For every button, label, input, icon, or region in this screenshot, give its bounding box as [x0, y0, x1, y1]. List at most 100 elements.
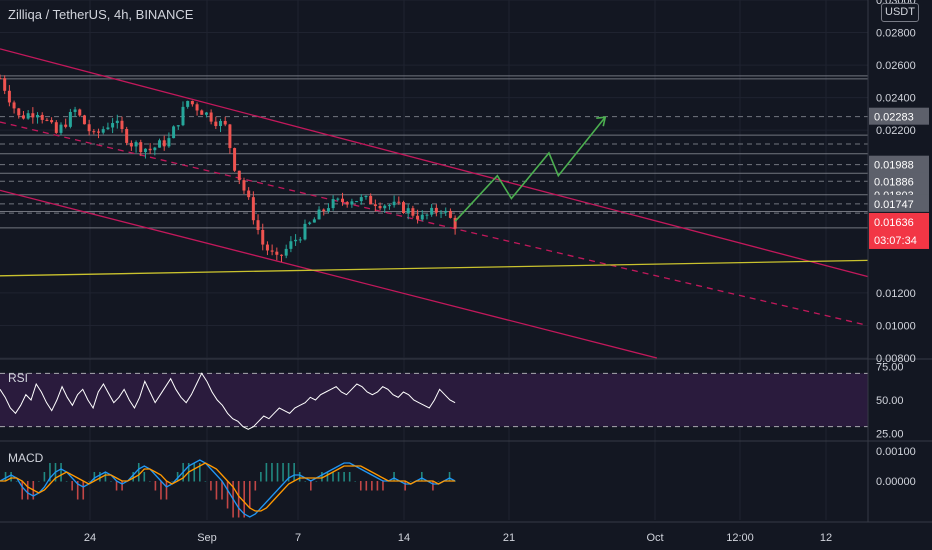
macd-histogram-bar [176, 472, 179, 482]
macd-label[interactable]: MACD [8, 451, 44, 465]
symbol-title[interactable]: Zilliqa / TetherUS, 4h, BINANCE [8, 7, 194, 22]
macd-histogram-bar [365, 481, 368, 491]
time-tick-label: 14 [398, 532, 410, 544]
price-axis[interactable]: 0.030000.028000.026000.024000.022000.012… [869, 0, 929, 488]
candle-body [204, 112, 208, 115]
price-level-tag [869, 172, 929, 190]
macd-histogram-bar [343, 472, 345, 482]
macd-histogram-bar [10, 472, 12, 482]
candle-body [214, 121, 218, 127]
candle-body [26, 113, 30, 119]
macd-histogram-bar [93, 472, 96, 482]
macd-histogram-bar [221, 481, 223, 500]
macd-histogram-bar [326, 472, 329, 482]
currency-button[interactable]: USDT [881, 3, 919, 22]
grid [0, 0, 868, 520]
price-level-tag [869, 155, 929, 173]
candle-body [101, 129, 105, 133]
candle-body [195, 104, 199, 111]
time-axis[interactable]: 24 Sep 7 14 21 Oct 12:00 12 [84, 532, 832, 544]
macd-histogram-bar [110, 481, 112, 482]
macd-histogram-bar [409, 481, 412, 482]
macd-histogram-bar [199, 463, 201, 482]
price-tick-label: 0.00800 [876, 353, 916, 365]
macd-histogram-bar [243, 481, 246, 518]
candle-body [312, 219, 316, 223]
macd-histogram-bar [437, 481, 440, 482]
macd-histogram-bar [354, 481, 357, 482]
macd-histogram-bar [265, 463, 268, 482]
candle-body [153, 147, 157, 151]
candle-body [406, 208, 410, 214]
macd-histogram-bar [88, 481, 90, 482]
candle-body [36, 114, 40, 118]
macd-histogram-bar [132, 472, 135, 482]
candle-body [176, 125, 180, 127]
candle-body [3, 78, 7, 91]
candle-body [50, 120, 54, 123]
candle-body [120, 120, 124, 129]
macd-histogram-bar [26, 481, 29, 500]
time-tick-label: 24 [84, 532, 96, 544]
candle-body [364, 195, 368, 198]
candle-body [261, 230, 265, 245]
macd-histogram-bar [115, 481, 118, 491]
price-tick-label: 0.01200 [876, 288, 916, 300]
candle-body [336, 198, 340, 200]
candle-body [64, 124, 68, 127]
current-price-label: 0.01636 [874, 217, 914, 229]
price-level-tag-label: 0.01747 [874, 199, 914, 211]
candle-body [209, 112, 213, 122]
candle-body [12, 102, 16, 109]
candle-body [275, 251, 279, 255]
macd-histogram-bar [15, 481, 18, 482]
candle-body [87, 124, 91, 132]
candle-body [383, 205, 387, 209]
time-tick-label: 12 [820, 532, 832, 544]
price-tick-label: 0.01000 [876, 320, 916, 332]
candle-body [172, 126, 176, 139]
candle-body [303, 223, 307, 240]
macd-histogram-bar [226, 481, 229, 509]
candle-body [7, 90, 11, 103]
candle-body [256, 220, 260, 231]
macd-histogram-bar [210, 481, 212, 491]
candle-body [17, 108, 21, 116]
candle-body [82, 115, 86, 125]
price-level-tag-label: 0.02283 [874, 112, 914, 124]
candle-body [341, 198, 345, 203]
candle-body [434, 207, 438, 213]
macd-line [0, 459, 456, 518]
candle-body [73, 109, 77, 112]
pane-separators[interactable] [0, 0, 932, 523]
macd-histogram-bar [49, 463, 51, 482]
candle-body [186, 100, 190, 107]
candle-body [31, 113, 35, 118]
price-tick-label: 0.02200 [876, 125, 916, 137]
macd-histogram-bar [21, 481, 24, 500]
candle-body [425, 214, 429, 216]
candle-body [345, 202, 349, 205]
candle-body [139, 142, 143, 153]
candle-body [444, 210, 448, 213]
candles [0, 74, 457, 262]
time-tick-label: 21 [503, 532, 515, 544]
macd-histogram-bar [65, 481, 68, 482]
macd-histogram-bar [254, 481, 257, 491]
macd-histogram-bar [121, 481, 123, 491]
candle-body [439, 212, 443, 214]
candle-body [40, 114, 44, 120]
candle-body [148, 148, 152, 151]
price-tick-label: 75.00 [876, 362, 904, 374]
candle-body [430, 207, 434, 215]
projection-arrowhead [596, 116, 607, 127]
price-tick-label: 0.00000 [876, 476, 916, 488]
macd-histogram-bar [99, 472, 101, 482]
rsi-label[interactable]: RSI [8, 371, 29, 385]
candle-body [162, 140, 166, 147]
candle-body [0, 78, 2, 80]
candle-body [416, 215, 420, 220]
candle-body [200, 110, 204, 115]
